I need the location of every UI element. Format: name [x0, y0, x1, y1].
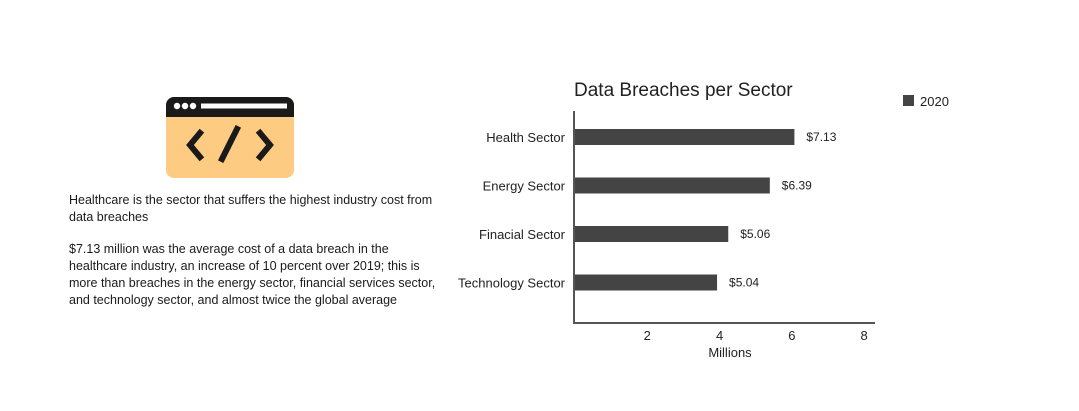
x-tick-label: 2: [644, 328, 651, 343]
intro-paragraph-2: $7.13 million was the average cost of a …: [69, 242, 436, 307]
intro-paragraph-1: Healthcare is the sector that suffers th…: [69, 193, 433, 224]
x-tick-label: 8: [861, 328, 868, 343]
data-label-technology-sector: $5.04: [729, 276, 759, 290]
code-window-icon: [166, 97, 294, 178]
bar-energy-sector: [575, 177, 770, 194]
bar-health-sector: [575, 129, 795, 145]
legend-label: 2020: [920, 94, 949, 109]
x-axis-label: Millions: [708, 345, 752, 360]
bar-technology-sector: [575, 274, 718, 291]
category-label-technology-sector: Technology Sector: [458, 276, 566, 291]
data-label-energy-sector: $6.39: [782, 179, 812, 193]
intro-text: Healthcare is the sector that suffers th…: [69, 192, 439, 324]
x-tick-label: 6: [788, 328, 795, 343]
data-label-finacial-sector: $5.06: [740, 227, 770, 241]
category-label-health-sector: Health Sector: [486, 130, 565, 145]
legend-swatch: [903, 95, 914, 106]
x-tick-label: 4: [716, 328, 723, 343]
chart-title: Data Breaches per Sector: [574, 80, 793, 101]
data-label-health-sector: $7.13: [806, 130, 836, 144]
category-label-finacial-sector: Finacial Sector: [479, 227, 566, 242]
category-label-energy-sector: Energy Sector: [483, 179, 566, 194]
bar-finacial-sector: [575, 226, 729, 242]
